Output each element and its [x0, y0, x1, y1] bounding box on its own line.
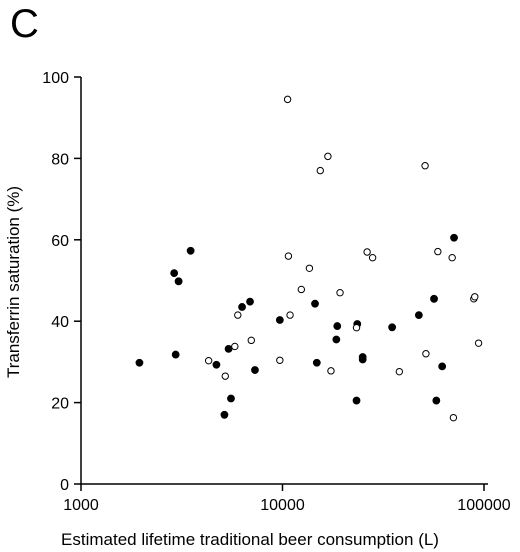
- filled-point: [238, 303, 246, 311]
- filled-point: [246, 297, 254, 306]
- filled-point: [388, 323, 397, 332]
- x-axis-label: Estimated lifetime traditional beer cons…: [61, 530, 439, 549]
- open-point: [434, 247, 442, 256]
- open-point: [247, 336, 255, 345]
- x-ticks: 1000 10000 100000: [63, 484, 511, 514]
- filled-point: [174, 277, 183, 286]
- filled-point: [430, 294, 438, 303]
- x-tick-label: 100000: [457, 497, 510, 514]
- filled-point: [432, 396, 441, 405]
- y-tick-label: 40: [51, 314, 69, 331]
- filled-point: [332, 335, 341, 344]
- open-point: [276, 356, 284, 364]
- y-tick-label: 60: [51, 233, 69, 250]
- y-tick-label: 100: [42, 70, 69, 87]
- filled-point: [170, 269, 179, 278]
- open-point: [352, 324, 361, 332]
- filled-point: [224, 344, 233, 353]
- filled-point: [311, 299, 319, 308]
- open-point: [421, 162, 429, 170]
- open-point: [449, 413, 458, 422]
- filled-point: [186, 246, 195, 255]
- open-point: [204, 356, 213, 365]
- filled-point: [312, 358, 321, 367]
- open-point: [336, 289, 344, 297]
- open-point: [283, 95, 292, 104]
- open-point: [297, 285, 306, 294]
- filled-point: [212, 360, 221, 369]
- open-point: [368, 254, 377, 262]
- filled-point: [358, 355, 367, 364]
- open-point: [448, 254, 456, 262]
- open-point: [234, 311, 242, 319]
- open-point: [284, 252, 293, 260]
- open-point: [231, 342, 239, 351]
- open-point: [305, 264, 314, 272]
- open-point: [395, 367, 404, 376]
- open-point: [286, 311, 294, 319]
- y-tick-label: 0: [60, 477, 69, 494]
- filled-point: [275, 316, 284, 324]
- filled-point: [414, 311, 423, 319]
- filled-point: [251, 366, 259, 374]
- open-point: [221, 372, 229, 380]
- x-tick-label: 1000: [63, 497, 99, 514]
- data-points: [135, 95, 483, 422]
- filled-point: [171, 350, 180, 359]
- y-tick-label: 20: [51, 396, 69, 413]
- open-point: [316, 166, 324, 175]
- filled-point: [220, 410, 229, 419]
- open-point: [471, 293, 479, 301]
- panel-letter: C: [10, 2, 39, 46]
- open-point: [474, 339, 483, 347]
- open-point: [422, 350, 430, 358]
- filled-point: [333, 322, 342, 330]
- filled-point: [227, 394, 235, 403]
- y-tick-label: 80: [51, 151, 69, 168]
- filled-point: [135, 358, 144, 367]
- y-ticks: 0 20 40 60 80 100: [42, 70, 81, 494]
- x-tick-label: 10000: [260, 497, 305, 514]
- y-axis-label: Transferrin saturation (%): [4, 186, 23, 378]
- open-point: [363, 248, 371, 256]
- filled-point: [438, 362, 447, 371]
- filled-point: [352, 396, 361, 405]
- open-point: [324, 152, 332, 161]
- open-point: [327, 367, 335, 375]
- filled-point: [450, 233, 458, 242]
